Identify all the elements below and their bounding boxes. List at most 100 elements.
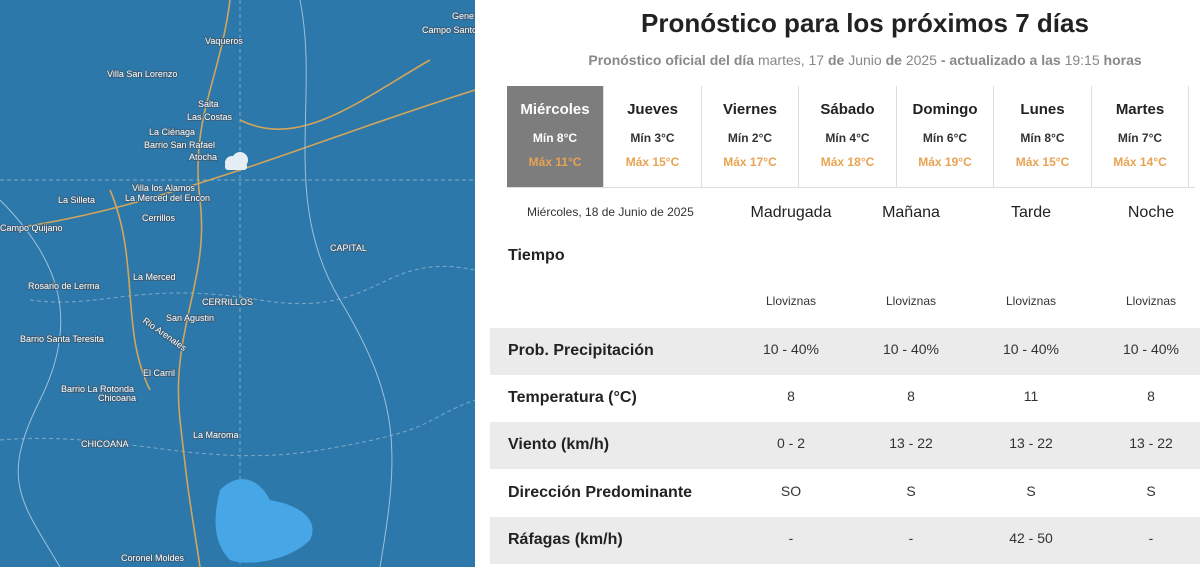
day-tab[interactable]: Miércoles Mín 8°C Máx 11°C — [507, 86, 604, 187]
row-value: - — [908, 529, 914, 546]
map-label: Cerrillos — [142, 213, 176, 223]
day-min: Mín 8°C — [532, 131, 578, 145]
row-value: 11 — [1023, 388, 1039, 405]
row-value: 10 - 40% — [1122, 341, 1180, 357]
map-label: CERRILLOS — [202, 297, 253, 307]
day-tab[interactable]: Sábado Mín 4°C Máx 18°C — [800, 86, 897, 187]
map-label: La Maroma — [193, 430, 239, 440]
row-value: 8 — [907, 388, 915, 405]
row-value: - — [788, 529, 794, 546]
day-min: Mín 3°C — [630, 131, 675, 145]
subtitle-part: 2025 — [905, 52, 937, 68]
row-label: Prob. Precipitación — [508, 342, 654, 359]
period-name: Mañana — [882, 204, 940, 221]
day-name: Jueves — [627, 101, 678, 118]
detail-date: Miércoles, 18 de Junio de 2025 — [527, 205, 694, 219]
subtitle-part: Pronóstico oficial del día — [588, 52, 755, 68]
map-label: Rosario de Lerma — [28, 281, 100, 291]
map-label: El Carril — [143, 368, 175, 378]
map: Gene Campo Santo Vaqueros Villa San Lorenzo… — [0, 0, 475, 567]
day-name: Viernes — [723, 101, 777, 118]
day-min: Mín 2°C — [727, 131, 773, 145]
row-label: Viento (km/h) — [508, 436, 610, 454]
map-label: Salta — [198, 99, 219, 109]
map-label: CHICOANA — [81, 439, 129, 449]
map-label: Vaqueros — [205, 36, 243, 46]
period-name: Madrugada — [750, 204, 832, 221]
row-value: S — [1146, 482, 1156, 499]
row-value: 10 - 40% — [1002, 341, 1060, 357]
row-bg — [490, 516, 1200, 564]
day-tab[interactable]: Viernes Mín 2°C Máx 17°C — [702, 86, 799, 187]
day-max: Máx 19°C — [918, 155, 972, 169]
row-label: Temperatura (°C) — [508, 389, 637, 407]
day-min: Mín 7°C — [1117, 131, 1163, 145]
map-label: La Ciénaga — [149, 127, 195, 137]
row-bg — [490, 469, 1200, 517]
day-name: Miércoles — [520, 101, 590, 118]
subtitle-part: 19:15 — [1064, 52, 1100, 68]
row-label: Dirección Predominante — [508, 483, 693, 501]
row-value: - — [1148, 529, 1154, 546]
row-bg — [490, 422, 1200, 470]
map-label: Las Costas — [187, 112, 233, 122]
period-name: Tarde — [1010, 204, 1052, 221]
row-value: S — [1026, 482, 1036, 499]
row-value: SO — [780, 482, 802, 499]
map-label: La Merced del Encon — [125, 193, 210, 203]
weather-text: Lloviznas — [1125, 294, 1177, 308]
row-value: 13 - 22 — [889, 435, 933, 452]
weather-text: Lloviznas — [885, 294, 937, 308]
title: Pronóstico para los próximos 7 días — [641, 8, 1089, 38]
map-label: Campo Quijano — [0, 223, 63, 233]
day-tab[interactable]: Lunes Mín 8°C Máx 15°C — [995, 86, 1092, 187]
row-value: 10 - 40% — [762, 341, 820, 357]
subtitle-part: de — [827, 52, 845, 68]
subtitle-part: Junio — [848, 52, 882, 68]
subtitle-part: de — [885, 52, 902, 68]
map-label: Gene — [452, 11, 474, 21]
day-max: Máx 15°C — [625, 155, 680, 169]
day-max: Máx 14°C — [1113, 155, 1167, 169]
period-name: Noche — [1127, 204, 1175, 221]
map-label: La Silleta — [58, 195, 95, 205]
map-label: La Merced — [133, 272, 176, 282]
day-name: Lunes — [1020, 101, 1065, 118]
weather-label: Tiempo — [508, 247, 565, 264]
row-value: 42 - 50 — [1009, 529, 1053, 546]
tabs-border — [507, 187, 1195, 188]
row-value: 10 - 40% — [882, 341, 940, 357]
day-max: Máx 18°C — [820, 155, 875, 169]
day-max: Máx 17°C — [723, 155, 777, 169]
row-value: 8 — [1147, 388, 1155, 405]
day-name: Sábado — [820, 101, 875, 118]
row-bg — [490, 328, 1200, 375]
day-tab[interactable]: Martes Mín 7°C Máx 14°C — [1092, 86, 1189, 187]
subtitle-part: - actualizado a las — [940, 52, 1061, 68]
row-bg — [490, 375, 1200, 423]
map-label: Coronel Moldes — [121, 553, 185, 563]
day-min: Mín 8°C — [1020, 131, 1065, 145]
map-label: Villa San Lorenzo — [107, 69, 177, 79]
row-value: 13 - 22 — [1129, 435, 1173, 452]
weather-text: Lloviznas — [1005, 294, 1057, 308]
map-label: Chicoana — [98, 393, 136, 403]
map-label: CAPITAL — [330, 243, 367, 253]
map-label: San Agustin — [166, 313, 214, 323]
weather-text: Lloviznas — [765, 294, 817, 308]
day-max: Máx 11°C — [528, 155, 582, 169]
day-min: Mín 4°C — [825, 131, 870, 145]
day-min: Mín 6°C — [922, 131, 968, 145]
day-tab[interactable]: Jueves Mín 3°C Máx 15°C — [605, 86, 702, 187]
map-label: Atocha — [189, 152, 217, 162]
map-label: Villa los Alamos — [132, 183, 195, 193]
subtitle: Pronóstico oficial del día martes, 17 de… — [475, 52, 1200, 68]
map-label: Barrio San Rafael — [144, 140, 215, 150]
subtitle-part: horas — [1103, 52, 1142, 68]
row-value: 8 — [787, 388, 795, 405]
day-tab[interactable]: Domingo Mín 6°C Máx 19°C — [897, 86, 994, 187]
row-value: S — [906, 482, 916, 499]
day-max: Máx 15°C — [1015, 155, 1070, 169]
map-label: Barrio La Rotonda — [61, 384, 134, 394]
